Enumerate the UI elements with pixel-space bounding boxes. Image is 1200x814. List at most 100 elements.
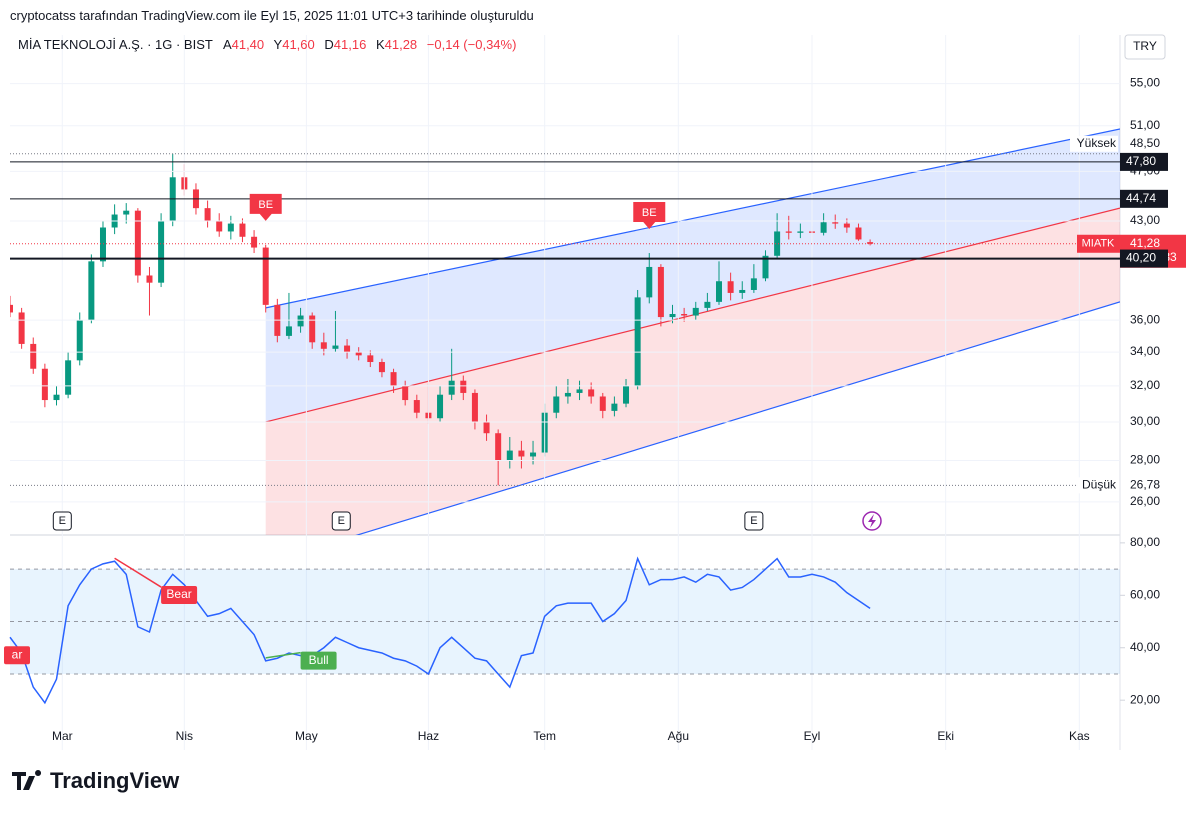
candle-body — [344, 345, 351, 353]
candle-body — [797, 231, 804, 233]
candle-body — [204, 208, 211, 221]
ohlc-key: D — [324, 37, 334, 52]
event-label: E — [338, 515, 345, 527]
candle-body — [704, 301, 711, 308]
candle-body — [41, 368, 48, 401]
symbol[interactable]: MİA TEKNOLOJİ A.Ş. · 1G · BIST — [18, 37, 213, 52]
x-tick-label: May — [295, 729, 318, 743]
divergence-label-box — [161, 586, 198, 605]
candle-body — [65, 360, 72, 395]
x-tick-label: Nis — [176, 729, 193, 743]
candle-body — [611, 403, 618, 411]
ohlc-value: 41,28 — [384, 37, 418, 52]
x-tick-label: Kas — [1069, 729, 1090, 743]
candle-body — [239, 223, 246, 237]
candle-body — [750, 278, 757, 290]
candle-body — [413, 400, 420, 413]
last-name: MIATK — [1082, 238, 1115, 250]
candle-body — [262, 247, 269, 305]
event-marker — [744, 511, 764, 531]
event-marker — [331, 511, 351, 531]
candle-body — [402, 385, 409, 401]
y-tick-label: 60,00 — [1130, 587, 1160, 601]
candle-body — [123, 210, 130, 215]
candle-body — [669, 313, 676, 318]
event-label: E — [750, 515, 757, 527]
ohlc-value: 41,16 — [333, 37, 367, 52]
candle-body — [832, 222, 839, 224]
candle-body — [564, 392, 571, 397]
candle-body — [657, 266, 664, 318]
ohlc-value: 41,40 — [231, 37, 265, 52]
ohlc-key: K — [375, 37, 385, 52]
candle-body — [855, 227, 862, 240]
candle-body — [146, 275, 153, 283]
candle-body — [820, 222, 827, 233]
signal-label: BE — [258, 199, 273, 211]
channel-lower-fill — [265, 208, 1120, 535]
y-tick-label: 28,00 — [1130, 453, 1160, 467]
y-tick-label: 55,00 — [1130, 76, 1160, 90]
candle-body — [739, 289, 746, 293]
candle-body — [367, 355, 374, 363]
candle-body — [634, 297, 641, 386]
candle-body — [355, 352, 362, 356]
candle-body — [518, 450, 525, 457]
high-label-name: Yüksek — [1077, 136, 1117, 150]
signal-label: BE — [642, 207, 657, 219]
y-tick-label: 80,00 — [1130, 535, 1160, 549]
candle-body — [378, 362, 385, 373]
candle-body — [646, 266, 653, 298]
candle-body — [483, 421, 490, 434]
level-box — [1120, 249, 1168, 268]
level-box — [1120, 152, 1168, 171]
y-tick-label: 43,00 — [1130, 213, 1160, 227]
candle-body — [285, 326, 292, 336]
rsi-line — [9, 556, 871, 705]
channel-line — [355, 301, 1120, 535]
candle-body — [599, 396, 606, 411]
candle-body — [867, 242, 874, 244]
x-tick-label: Tem — [533, 729, 556, 743]
signal-marker — [633, 202, 666, 230]
edge-label: ar — [12, 647, 23, 661]
divergence-label: Bull — [309, 653, 329, 667]
x-tick-label: Ağu — [668, 729, 689, 743]
y-tick-label: 30,00 — [1130, 414, 1160, 428]
candle-body — [437, 394, 444, 419]
y-tick-label: 26,00 — [1130, 494, 1160, 508]
last-price: 41,28 — [1130, 236, 1160, 250]
currency-box[interactable] — [1124, 34, 1166, 60]
x-tick-label: Eyl — [804, 729, 821, 743]
candle-body — [216, 220, 223, 232]
ohlc-value: 41,60 — [282, 37, 315, 52]
candle-body — [716, 281, 723, 302]
candle-body — [320, 342, 327, 349]
divergence-label: Bear — [166, 587, 191, 601]
candle-body — [762, 255, 769, 279]
change: −0,14 (−0,34%) — [426, 37, 517, 52]
low-label-value-bg — [1121, 477, 1181, 494]
candle-body — [553, 396, 560, 413]
ohlc-key: Y — [273, 37, 283, 52]
candle-body — [588, 389, 595, 397]
channel-line — [265, 128, 1120, 309]
candle-body — [471, 392, 478, 422]
divergence-line — [265, 651, 301, 659]
currency[interactable]: TRY — [1133, 39, 1157, 53]
candle-body — [623, 385, 630, 404]
last-name-box — [1077, 234, 1120, 253]
logo-mark — [12, 770, 42, 790]
candle-body — [10, 304, 13, 313]
candle-body — [576, 389, 583, 393]
event-label: E — [59, 515, 66, 527]
candle-body — [460, 380, 467, 393]
candle-body — [506, 450, 513, 461]
low-label-name: Düşük — [1082, 477, 1117, 491]
x-tick-label: Eki — [937, 729, 954, 743]
x-tick-label: Mar — [52, 729, 73, 743]
y-tick-label: 40,00 — [1130, 640, 1160, 654]
candle-body — [251, 236, 258, 248]
y-tick-label: 51,00 — [1130, 118, 1160, 132]
candle-body — [309, 315, 316, 343]
